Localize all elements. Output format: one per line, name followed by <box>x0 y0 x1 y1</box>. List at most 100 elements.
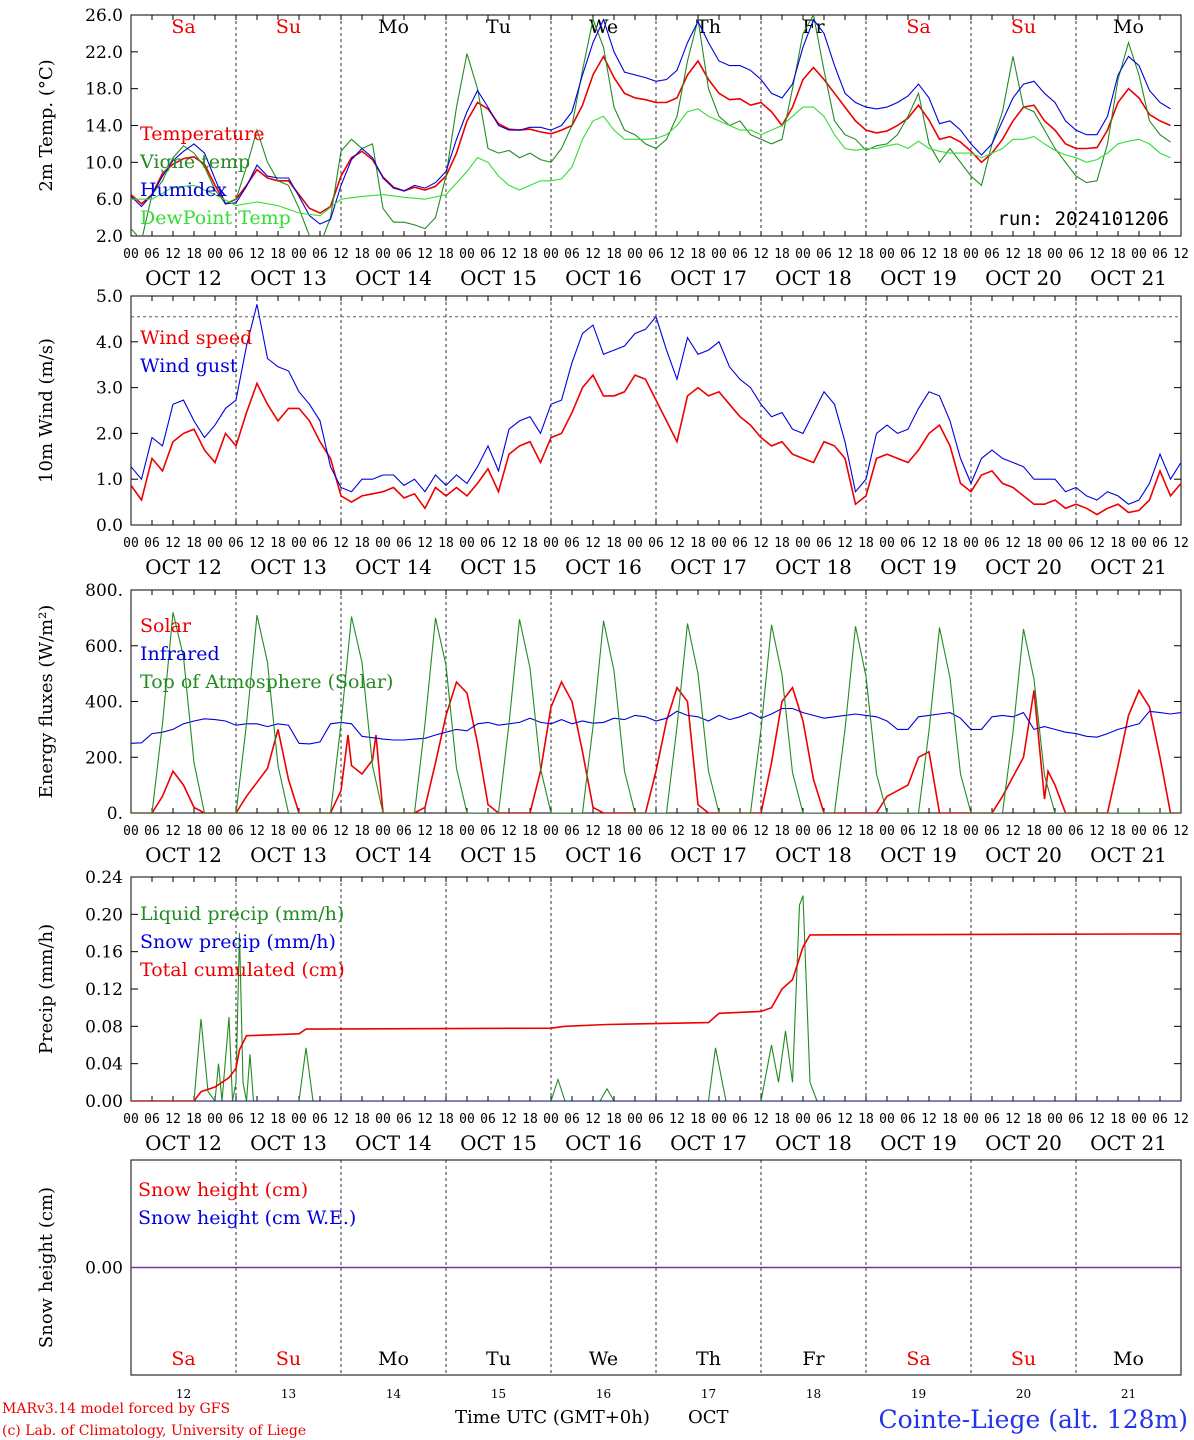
date-label: OCT 19 <box>880 555 957 579</box>
hour-tick-label: 12 <box>1005 824 1021 839</box>
lab-credit: (c) Lab. of Climatology, University of L… <box>2 1423 306 1439</box>
y-tick-label: 1.0 <box>96 470 123 490</box>
hour-tick-label: 18 <box>1110 247 1126 262</box>
hour-tick-label: 18 <box>438 247 454 262</box>
hour-tick-label: 12 <box>921 824 937 839</box>
hour-tick-label: 18 <box>606 536 622 551</box>
footer-day-number: 13 <box>281 1387 296 1401</box>
hour-tick-label: 18 <box>186 1112 202 1127</box>
hour-tick-label: 18 <box>354 824 370 839</box>
weekday-label: Su <box>1011 16 1036 38</box>
footer-day-number: 21 <box>1121 1387 1136 1401</box>
hour-tick-label: 12 <box>165 536 181 551</box>
weekday-label: Th <box>696 1348 721 1370</box>
date-label: OCT 21 <box>1090 1131 1167 1155</box>
weekday-label: Sa <box>171 16 195 38</box>
hour-tick-label: 00 <box>879 536 895 551</box>
energy-panel: 0. 200. 400. 600. 800. Energy fluxes (W/m²) 00… <box>36 581 1189 867</box>
y-tick-label: 2.0 <box>96 424 123 444</box>
date-label: OCT 13 <box>250 843 327 867</box>
hour-tick-label: 12 <box>501 536 517 551</box>
hour-tick-label: 18 <box>522 824 538 839</box>
hour-tick-label: 06 <box>564 1112 580 1127</box>
date-label: OCT 13 <box>250 1131 327 1155</box>
weekday-label: Sa <box>906 1348 930 1370</box>
legend-entry: Top of Atmosphere (Solar) <box>140 671 393 693</box>
hour-tick-label: 00 <box>963 247 979 262</box>
y-axis-label: 2m Temp. (°C) <box>36 59 57 191</box>
hour-tick-label: 00 <box>1131 1112 1147 1127</box>
y-axis-label: Snow height (cm) <box>36 1187 57 1348</box>
legend-entry: Wind speed <box>140 327 252 349</box>
weekday-label: Fr <box>802 1348 825 1370</box>
weekday-label: We <box>589 1348 618 1370</box>
run-annotation: run: 2024101206 <box>997 208 1169 230</box>
hour-tick-label: 06 <box>144 824 160 839</box>
footer-day-number: 20 <box>1016 1387 1031 1401</box>
hour-tick-label: 12 <box>249 824 265 839</box>
date-label: OCT 21 <box>1090 555 1167 579</box>
hour-tick-label: 12 <box>837 1112 853 1127</box>
hour-tick-label: 00 <box>459 824 475 839</box>
hour-tick-label: 00 <box>291 824 307 839</box>
y-tick-label: 0.00 <box>85 1259 123 1279</box>
date-label: OCT 17 <box>670 1131 747 1155</box>
hour-tick-label: 06 <box>1068 247 1084 262</box>
hour-tick-label: 06 <box>564 536 580 551</box>
hour-tick-label: 18 <box>942 536 958 551</box>
month-label: OCT <box>688 1407 729 1428</box>
legend-entry: Temperature <box>140 123 264 145</box>
hour-tick-label: 00 <box>291 536 307 551</box>
y-tick-label: 6.0 <box>96 190 123 210</box>
hour-tick-label: 00 <box>1047 1112 1063 1127</box>
hour-tick-label: 00 <box>879 247 895 262</box>
hour-tick-label: 06 <box>396 1112 412 1127</box>
hour-tick-label: 00 <box>459 536 475 551</box>
footer-day-number: 19 <box>911 1387 926 1401</box>
date-label: OCT 12 <box>145 555 222 579</box>
hour-tick-label: 12 <box>837 536 853 551</box>
y-tick-label: 3.0 <box>96 379 123 399</box>
hour-tick-label: 00 <box>795 1112 811 1127</box>
hour-tick-label: 06 <box>1152 247 1168 262</box>
hour-tick-label: 12 <box>417 824 433 839</box>
series-line-wind-speed <box>131 373 1181 516</box>
hour-tick-label: 06 <box>1152 536 1168 551</box>
hour-tick-label: 00 <box>1047 824 1063 839</box>
hour-tick-label: 12 <box>165 247 181 262</box>
hour-tick-label: 18 <box>354 247 370 262</box>
series-line-liquid-precip-mm-h <box>131 895 1181 1101</box>
date-label: OCT 17 <box>670 266 747 290</box>
date-label: OCT 12 <box>145 1131 222 1155</box>
hour-tick-label: 12 <box>669 536 685 551</box>
y-tick-label: 26.0 <box>85 6 123 26</box>
footer-day-number: 16 <box>596 1387 611 1401</box>
date-label: OCT 16 <box>565 555 642 579</box>
hour-tick-label: 06 <box>564 247 580 262</box>
hour-tick-label: 06 <box>648 1112 664 1127</box>
date-label: OCT 15 <box>460 1131 537 1155</box>
date-label: OCT 15 <box>460 555 537 579</box>
hour-tick-label: 06 <box>732 1112 748 1127</box>
hour-tick-label: 00 <box>207 536 223 551</box>
hour-tick-label: 06 <box>984 247 1000 262</box>
footer-day-number: 15 <box>491 1387 506 1401</box>
hour-tick-label: 06 <box>228 1112 244 1127</box>
hour-tick-label: 12 <box>921 536 937 551</box>
hour-tick-label: 18 <box>690 247 706 262</box>
y-tick-label: 200. <box>85 748 123 768</box>
hour-tick-label: 06 <box>228 536 244 551</box>
hour-tick-label: 06 <box>144 1112 160 1127</box>
hour-tick-label: 12 <box>1173 247 1189 262</box>
date-label: OCT 18 <box>775 1131 852 1155</box>
hour-tick-label: 00 <box>627 536 643 551</box>
date-label: OCT 20 <box>985 1131 1062 1155</box>
date-label: OCT 16 <box>565 266 642 290</box>
footer-day-number: 12 <box>176 1387 191 1401</box>
hour-tick-label: 12 <box>249 1112 265 1127</box>
hour-tick-label: 00 <box>795 824 811 839</box>
hour-tick-label: 18 <box>774 1112 790 1127</box>
footer-day-number: 17 <box>701 1387 716 1401</box>
temperature-panel: 2.0 6.0 10.0 14.0 18.0 22.0 26.0 2m Temp. (°C) 0… <box>36 6 1189 290</box>
time-axis-label: Time UTC (GMT+0h) <box>455 1407 650 1428</box>
